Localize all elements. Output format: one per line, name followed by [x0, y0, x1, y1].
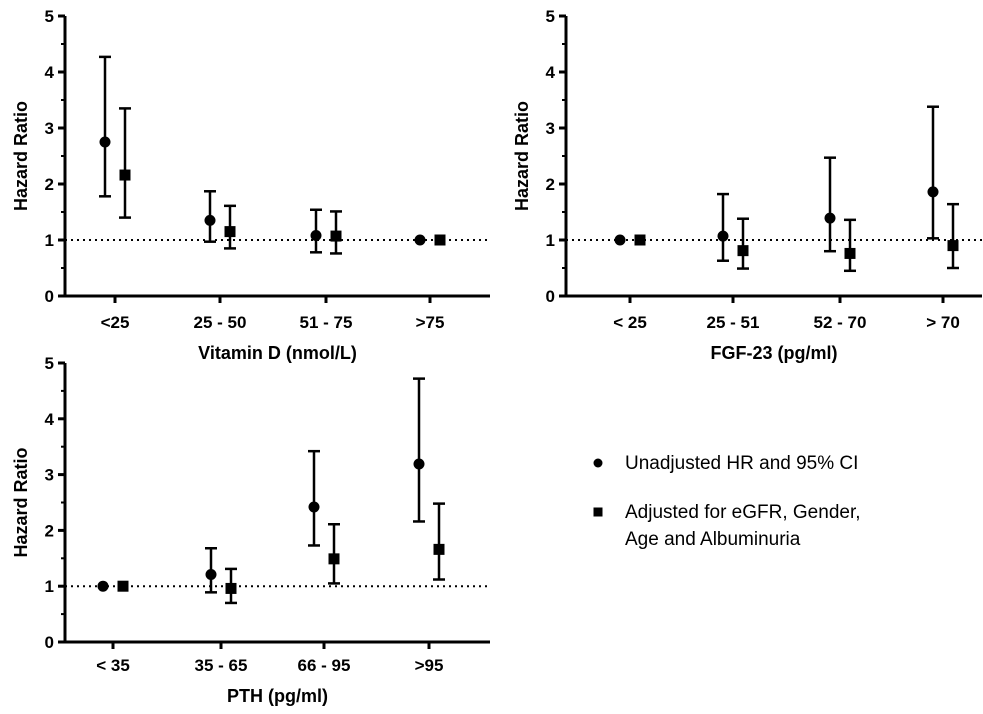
unadjusted-point: [824, 212, 836, 224]
y-tick-label: 0: [546, 287, 555, 306]
unadjusted-point: [205, 568, 217, 580]
pth-panel: 0 1 2 3 4 5 < 35 35 - 65 66 - 95 >95 Hazard Ratio P…: [11, 354, 490, 706]
legend-label: Age and Albuminuria: [625, 529, 801, 550]
x-tick-label: 51 - 75: [300, 313, 353, 332]
legend-square-marker: [593, 507, 603, 517]
legend: Unadjusted HR and 95% CI Adjusted for eGF…: [593, 453, 861, 550]
legend-label: Unadjusted HR and 95% CI: [625, 453, 858, 474]
adjusted-point: [434, 234, 446, 246]
x-tick-label: 52 - 70: [814, 313, 867, 332]
x-tick-label: 66 - 95: [298, 656, 351, 675]
unadjusted-point: [308, 501, 320, 513]
y-axis-title: Hazard Ratio: [11, 101, 31, 211]
x-tick-label: 25 - 50: [194, 313, 247, 332]
y-axis-title: Hazard Ratio: [11, 447, 31, 557]
y-tick-label: 1: [45, 231, 54, 250]
y-tick-label: 0: [45, 633, 54, 652]
adjusted-point: [119, 169, 131, 181]
x-tick-label: 25 - 51: [707, 313, 760, 332]
y-tick-label: 5: [45, 354, 54, 373]
y-tick-label: 1: [546, 231, 555, 250]
unadjusted-point: [413, 458, 425, 470]
x-tick-label: >75: [416, 313, 445, 332]
x-tick-label: 35 - 65: [195, 656, 248, 675]
adjusted-point: [634, 234, 646, 246]
x-tick-label: > 70: [926, 313, 960, 332]
legend-circle-marker: [593, 458, 603, 468]
y-tick-label: 3: [45, 466, 54, 485]
adjusted-point: [433, 543, 445, 555]
y-tick-label: 5: [546, 7, 555, 26]
y-tick-label: 2: [45, 521, 54, 540]
unadjusted-point: [99, 136, 111, 148]
unadjusted-point: [97, 580, 109, 592]
y-tick-label: 4: [546, 63, 556, 82]
y-tick-label: 4: [45, 63, 55, 82]
y-tick-label: 3: [45, 119, 54, 138]
y-axis-title: Hazard Ratio: [512, 101, 532, 211]
x-tick-label: >95: [415, 656, 444, 675]
unadjusted-point: [927, 186, 939, 198]
x-tick-label: <25: [101, 313, 130, 332]
y-tick-label: 3: [546, 119, 555, 138]
unadjusted-point: [614, 234, 626, 246]
x-axis-title: Vitamin D (nmol/L): [198, 343, 357, 363]
y-tick-label: 2: [45, 175, 54, 194]
unadjusted-point: [310, 230, 322, 242]
unadjusted-point: [414, 234, 426, 246]
adjusted-point: [117, 580, 129, 592]
legend-label: Adjusted for eGFR, Gender,: [625, 502, 861, 523]
y-tick-label: 4: [45, 410, 55, 429]
y-tick-label: 5: [45, 7, 54, 26]
adjusted-point: [225, 582, 237, 594]
adjusted-point: [224, 226, 236, 238]
adjusted-point: [330, 230, 342, 242]
fgf23-panel: 0 1 2 3 4 5 < 25 25 - 51 52 - 70 > 70 Hazard Ratio…: [512, 7, 982, 363]
x-tick-label: < 35: [96, 656, 130, 675]
adjusted-point: [328, 553, 340, 565]
unadjusted-point: [204, 214, 216, 226]
x-axis-title: PTH (pg/ml): [227, 686, 328, 706]
adjusted-point: [844, 247, 856, 259]
adjusted-point: [737, 245, 749, 257]
y-tick-label: 1: [45, 577, 54, 596]
adjusted-point: [947, 240, 959, 252]
x-axis-title: FGF-23 (pg/ml): [711, 343, 838, 363]
unadjusted-point: [717, 230, 729, 242]
y-tick-label: 0: [45, 287, 54, 306]
vitamin-d-panel: 0 1 2 3 4 5 <25 25 - 50 51 - 75 >75 Hazard Ratio Vi…: [11, 7, 490, 363]
x-tick-label: < 25: [613, 313, 647, 332]
y-tick-label: 2: [546, 175, 555, 194]
